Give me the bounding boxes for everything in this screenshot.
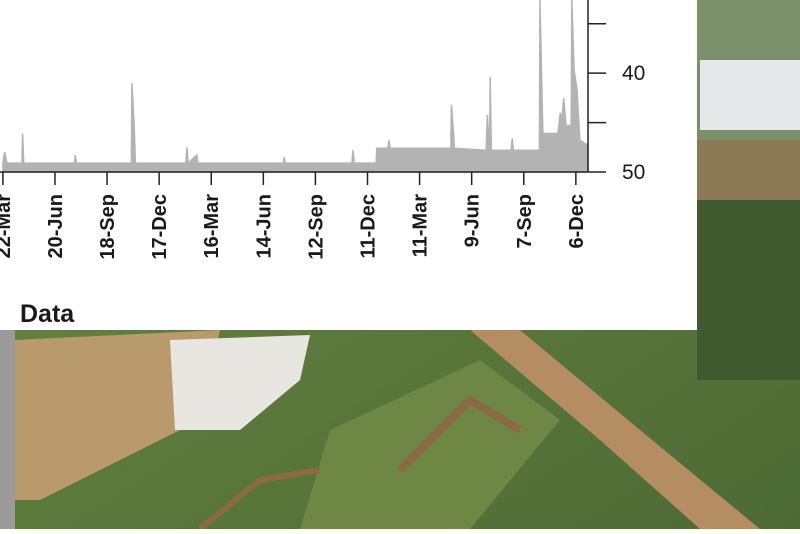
- screen: 22-Mar 20-Jun 18-Sep 17-Dec 16-Mar 14-Jun 12-S…: [0, 0, 800, 529]
- x-tick-label: 11-Dec: [358, 194, 380, 259]
- x-tick-label: 11-Mar: [410, 194, 432, 258]
- x-tick-label: 7-Sep: [514, 194, 536, 248]
- x-tick-label: 17-Dec: [149, 194, 171, 260]
- x-axis-title: Data: [20, 300, 75, 328]
- x-tick-label: 20-Jun: [45, 194, 67, 258]
- x-tick-label: 14-Jun: [253, 194, 275, 258]
- y-tick-label: 40: [622, 62, 645, 85]
- x-tick-label: 18-Sep: [97, 194, 119, 260]
- x-tick-label: 12-Sep: [305, 194, 327, 260]
- x-tick-label: 16-Mar: [201, 194, 223, 259]
- y-tick-label: 50: [622, 161, 645, 184]
- x-tick-label: 22-Mar: [0, 194, 15, 259]
- x-tick-label: 6-Dec: [566, 194, 588, 248]
- x-tick-label: 9-Jun: [462, 194, 484, 247]
